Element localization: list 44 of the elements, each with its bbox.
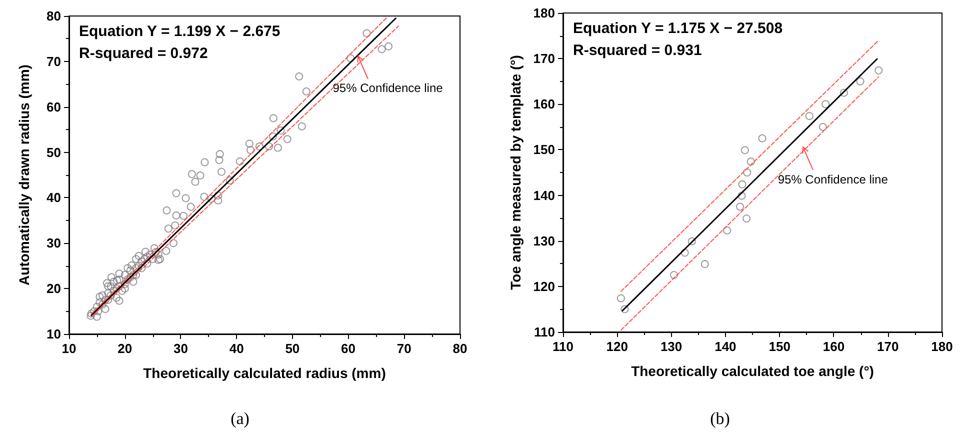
y-tick-label: 170: [533, 51, 555, 66]
y-tick-label: 40: [46, 190, 61, 206]
y-tick-label: 130: [533, 233, 555, 248]
x-tick-label: 140: [714, 339, 736, 354]
x-tick-label: 20: [118, 341, 132, 356]
x-tick-label: 30: [173, 341, 188, 356]
y-tick-label: 80: [46, 8, 61, 24]
annotation: 95% Confidence line: [778, 172, 888, 186]
x-tick-label: 40: [229, 341, 244, 356]
x-tick-label: 120: [606, 339, 628, 354]
y-tick-label: 20: [46, 281, 61, 296]
y-tick-label: 160: [533, 96, 555, 112]
text: (b): [710, 409, 730, 428]
x-tick-label: 50: [285, 341, 300, 356]
y-axis-title: Automatically drawn radius (mm): [16, 64, 32, 286]
x-tick-label: 130: [660, 339, 682, 354]
y-tick-label: 140: [533, 188, 555, 203]
y-tick-label: 30: [46, 236, 61, 251]
y-tick-label: 50: [46, 144, 61, 160]
text: (a): [230, 409, 250, 428]
x-tick-label: 80: [452, 341, 468, 356]
y-tick-label: 10: [46, 326, 61, 342]
annotation: R-squared = 0.931: [573, 42, 702, 59]
y-tick-label: 180: [533, 6, 555, 20]
x-tick-label: 60: [341, 341, 356, 356]
annotation: Equation Y = 1.199 X − 2.675: [79, 23, 280, 40]
x-axis-title: Theoretically calculated toe angle (°): [631, 363, 874, 379]
x-tick-label: 150: [768, 339, 790, 354]
y-tick-label: 150: [533, 142, 555, 158]
y-axis-title: Toe angle measured by template (°): [507, 55, 524, 290]
x-tick-label: 170: [877, 339, 899, 354]
x-axis-title: Theoretically calculated radius (mm): [143, 365, 386, 381]
y-tick-label: 110: [534, 324, 555, 340]
x-tick-label: 10: [62, 341, 76, 356]
y-tick-label: 60: [46, 99, 61, 114]
x-tick-label: 180: [931, 339, 953, 354]
annotation: 95% Confidence line: [332, 80, 444, 95]
y-tick-label: 120: [533, 278, 555, 294]
x-tick-label: 110: [552, 339, 574, 354]
x-tick-label: 160: [822, 339, 845, 354]
x-tick-label: 70: [396, 341, 412, 356]
annotation: Equation Y = 1.175 X − 27.508: [573, 20, 783, 37]
y-tick-label: 70: [46, 54, 61, 69]
annotation: R-squared = 0.972: [79, 45, 208, 62]
